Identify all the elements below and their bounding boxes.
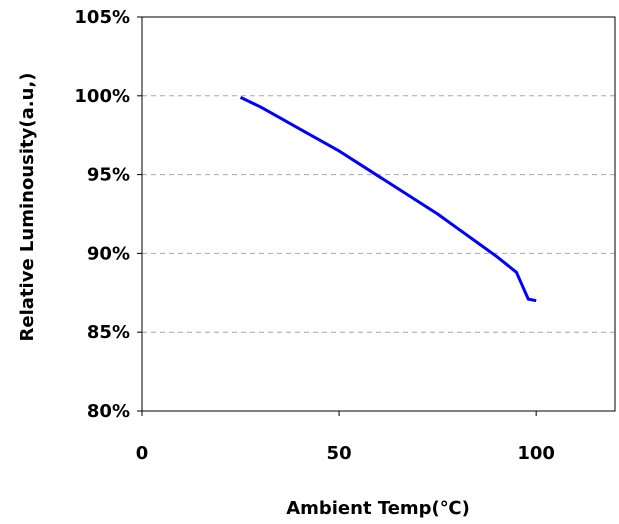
y-tick-label: 95%: [87, 165, 130, 186]
x-tick-label: 50: [327, 443, 352, 464]
plot-area: [142, 17, 615, 411]
y-tick-label: 80%: [87, 401, 130, 422]
x-tick-label: 0: [136, 443, 149, 464]
x-tick-label: 100: [517, 443, 555, 464]
y-tick-label: 105%: [74, 7, 130, 28]
y-axis-title: Relative Luminousity(a.u,): [17, 73, 38, 342]
x-axis-title: Ambient Temp(℃): [286, 498, 470, 519]
y-tick-label: 100%: [74, 86, 130, 107]
y-tick-label: 85%: [87, 322, 130, 343]
y-tick-label: 90%: [87, 243, 130, 264]
series-line: [239, 96, 537, 303]
plot-border: [141, 16, 616, 412]
